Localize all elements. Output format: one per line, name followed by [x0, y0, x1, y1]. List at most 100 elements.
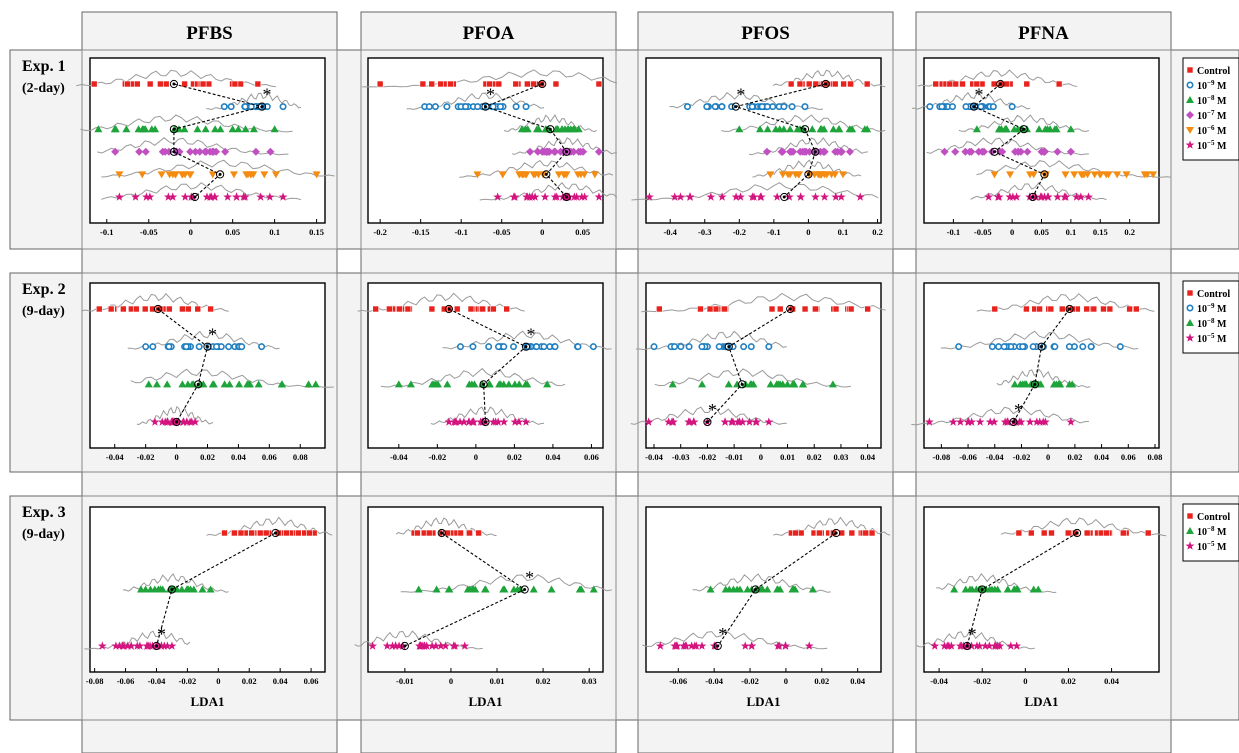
- data-point: [1100, 305, 1107, 313]
- mean-path: [706, 308, 791, 423]
- data-point: [234, 125, 243, 133]
- data-point: [995, 343, 1003, 351]
- data-point: [984, 192, 993, 201]
- x-tick-label: 0.1: [269, 227, 280, 237]
- data-point: [271, 171, 280, 179]
- x-tick-label: 0: [1046, 452, 1050, 462]
- data-point: [1186, 127, 1194, 134]
- data-point: [152, 380, 161, 388]
- column-strip: [81, 248, 338, 274]
- x-tick-label: -0.02: [428, 452, 446, 462]
- data-point: [1186, 81, 1194, 89]
- x-tick-label: 0.01: [490, 676, 505, 686]
- data-point: [697, 641, 707, 650]
- data-point: [182, 343, 190, 351]
- data-point: [221, 147, 230, 156]
- group-mean: [1019, 125, 1028, 134]
- data-point: [123, 641, 133, 650]
- data-point: [456, 343, 464, 351]
- density-curve: [81, 293, 229, 312]
- data-point: [1023, 80, 1031, 88]
- group-mean-dot: [834, 531, 838, 535]
- data-point: [251, 147, 260, 156]
- x-tick-label: -0.04: [930, 676, 948, 686]
- data-point: [540, 343, 548, 351]
- data-point: [270, 125, 279, 133]
- x-tick-label: 0.04: [850, 676, 866, 686]
- data-point: [1186, 66, 1194, 74]
- data-point: [689, 417, 698, 426]
- data-point: [190, 417, 200, 426]
- data-point: [1040, 529, 1048, 537]
- mean-path: [157, 308, 209, 423]
- density-curve: [630, 406, 787, 425]
- data-point: [1041, 417, 1050, 426]
- data-point: [444, 529, 451, 537]
- data-point: [547, 585, 556, 593]
- data-point: [526, 147, 535, 156]
- data-point: [211, 125, 220, 133]
- data-point: [372, 305, 380, 313]
- x-tick-label: 0.02: [242, 676, 257, 686]
- data-point: [740, 343, 748, 351]
- data-point: [994, 192, 1004, 201]
- density-curve: [940, 330, 1139, 350]
- data-point: [717, 192, 727, 201]
- data-point: [238, 343, 246, 351]
- data-point: [386, 305, 393, 313]
- group-mean: [832, 528, 841, 538]
- data-point: [191, 147, 200, 156]
- data-point: [115, 171, 124, 179]
- data-point: [938, 103, 946, 111]
- data-point: [227, 103, 235, 111]
- data-point: [773, 641, 783, 650]
- group-mean: [437, 528, 446, 538]
- x-tick-label: -0.01: [725, 452, 743, 462]
- group-mean: [1009, 417, 1018, 427]
- density-curve: [996, 368, 1091, 388]
- data-point: [515, 171, 524, 179]
- data-point: [959, 80, 966, 88]
- group-mean: [169, 79, 179, 89]
- data-point: [464, 417, 474, 426]
- group-mean-dot: [260, 105, 264, 109]
- data-point: [1043, 192, 1053, 201]
- legend-label: Control: [1197, 66, 1230, 77]
- data-point: [926, 103, 934, 111]
- data-point: [206, 585, 215, 593]
- data-point: [457, 529, 464, 537]
- density-curve: [80, 114, 293, 133]
- experiment-sublabel: (9-day): [22, 304, 65, 319]
- data-point: [406, 380, 415, 388]
- data-point: [855, 192, 865, 201]
- data-point: [257, 529, 264, 537]
- data-point: [990, 641, 1000, 650]
- x-tick-label: -0.04: [705, 676, 723, 686]
- data-point: [1066, 147, 1075, 156]
- density-curve: [721, 114, 886, 132]
- data-point: [975, 417, 985, 426]
- legend-exponent: −8: [1207, 317, 1215, 325]
- data-point: [816, 529, 823, 537]
- significance-star: *: [718, 624, 727, 644]
- density-curve: [130, 368, 334, 388]
- data-point: [306, 529, 313, 537]
- data-point: [728, 417, 738, 426]
- data-point: [961, 147, 970, 156]
- data-point: [940, 147, 949, 156]
- data-point: [748, 192, 757, 201]
- density-curve: [503, 114, 597, 133]
- density-curve: [642, 630, 828, 650]
- legend-base: 10: [1197, 527, 1207, 538]
- data-point: [781, 641, 791, 650]
- data-point: [845, 147, 854, 156]
- group-mean-dot: [170, 588, 174, 591]
- x-tick-label: -0.02: [699, 452, 717, 462]
- data-point: [942, 641, 952, 650]
- data-point: [1185, 541, 1195, 550]
- mean-path: [972, 83, 1046, 198]
- data-point: [764, 417, 774, 426]
- group-mean: [172, 417, 181, 427]
- x-tick-label: 0.03: [834, 452, 849, 462]
- x-tick-label: 0.05: [1034, 227, 1049, 237]
